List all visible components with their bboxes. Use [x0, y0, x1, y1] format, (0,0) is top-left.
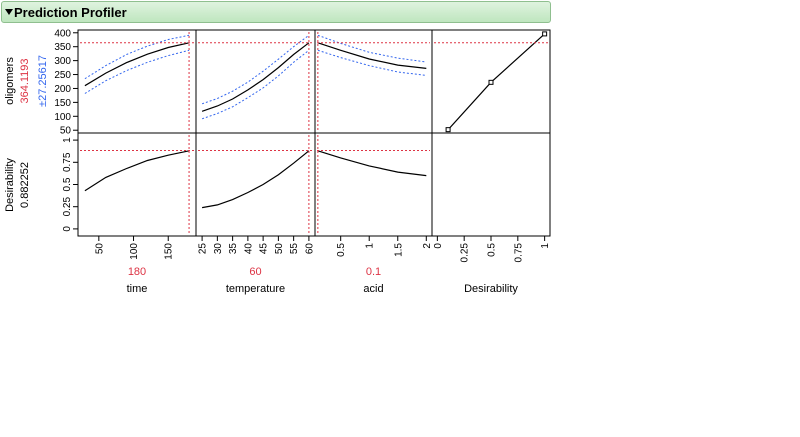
profile-panel-oligomers-desirability — [434, 31, 548, 133]
confidence-band-line — [201, 49, 310, 120]
desirability-handle[interactable] — [542, 31, 548, 37]
x-tick-label: 0.5 — [487, 243, 498, 257]
desirability-handle[interactable] — [488, 79, 494, 85]
factor-current-value[interactable]: 180 — [128, 266, 146, 278]
y-tick-label: 300 — [54, 56, 71, 67]
confidence-band-line — [201, 34, 310, 105]
profile-panel-desirability-temperature — [198, 135, 313, 234]
response-labels: oligomers 364.1193 ±27.25617 Desirability 0.… — [4, 55, 49, 212]
x-tick-label: 2 — [422, 243, 433, 249]
profile-panel-desirability-time — [80, 135, 194, 234]
profile-panel-oligomers-temperature — [198, 32, 313, 131]
x-tick-label: 1.5 — [393, 243, 404, 257]
factor-current-value[interactable]: 60 — [249, 266, 261, 278]
x-tick-label: 45 — [259, 243, 270, 255]
factor-name: time — [127, 283, 148, 295]
y-tick-label: 0.75 — [62, 152, 73, 172]
y-tick-label: 1 — [62, 137, 73, 143]
response-name: oligomers — [4, 57, 16, 105]
x-tick-label: 100 — [129, 243, 140, 260]
x-tick-label: 35 — [228, 243, 239, 255]
x-tick-label: 150 — [164, 243, 175, 260]
prediction-trace-line — [84, 150, 190, 192]
x-tick-label: 50 — [274, 243, 285, 255]
factor-name: Desirability — [464, 283, 518, 295]
factor-name: temperature — [226, 283, 285, 295]
prediction-trace-line — [317, 150, 427, 177]
x-axis-time: 50 100 150 — [94, 236, 175, 260]
confidence-band-line — [317, 49, 427, 76]
confidence-band-line — [84, 34, 190, 80]
x-axis-desirability: 0 0.25 0.5 0.75 1 — [433, 236, 551, 262]
profiler-title: Prediction Profiler — [14, 5, 127, 20]
desirability-handle[interactable] — [445, 127, 451, 133]
prediction-trace-line — [201, 42, 310, 112]
x-tick-label: 55 — [289, 243, 300, 255]
y-tick-label: 150 — [54, 98, 71, 109]
x-tick-label: 0.75 — [513, 243, 524, 263]
y-tick-label: 0.25 — [62, 197, 73, 217]
x-tick-label: 0 — [433, 243, 444, 249]
y-tick-label: 350 — [54, 42, 71, 53]
x-tick-label: 1 — [365, 243, 376, 249]
confidence-band-line — [84, 49, 190, 94]
x-axis-temperature: 25 30 35 40 45 50 55 60 — [198, 236, 315, 255]
x-tick-label: 0.25 — [460, 243, 471, 263]
collapse-triangle-icon[interactable] — [5, 9, 13, 15]
profile-panel-oligomers-acid — [317, 32, 430, 131]
desirability-row-value: 0.882252 — [19, 162, 31, 208]
prediction-trace-line — [201, 150, 310, 209]
profile-panel-oligomers-time — [80, 32, 194, 131]
factor-current-value[interactable]: 0.1 — [366, 266, 381, 278]
x-tick-label: 50 — [94, 243, 105, 255]
y-tick-label: 0 — [62, 226, 73, 232]
confidence-band-line — [317, 34, 427, 63]
profile-panel-desirability-acid — [317, 135, 430, 234]
desirability-row-name: Desirability — [4, 158, 16, 212]
x-tick-label: 40 — [243, 243, 254, 255]
x-tick-label: 0.5 — [336, 243, 347, 257]
x-axis-acid: 0.5 1 1.5 2 — [336, 236, 433, 257]
x-tick-label: 1 — [540, 243, 551, 249]
factor-labels: 180 time 60 temperature 0.1 acid Desirability — [127, 266, 519, 295]
y-axis-oligomers: 50 100 150 200 250 300 350 400 — [54, 28, 78, 137]
response-ci-value: ±27.25617 — [37, 55, 49, 107]
y-tick-label: 200 — [54, 84, 71, 95]
factor-name: acid — [363, 283, 383, 295]
y-tick-label: 400 — [54, 28, 71, 39]
prediction-trace-line — [84, 42, 190, 87]
y-tick-label: 50 — [60, 126, 72, 137]
y-axis-desirability: 0 0.25 0.5 0.75 1 — [62, 137, 78, 232]
profiler-header[interactable]: Prediction Profiler — [1, 1, 551, 23]
response-current-value: 364.1193 — [19, 58, 31, 103]
y-tick-label: 250 — [54, 70, 71, 81]
prediction-trace-line — [317, 42, 427, 69]
x-tick-label: 60 — [304, 243, 315, 255]
y-tick-label: 100 — [54, 112, 71, 123]
x-tick-label: 25 — [198, 243, 209, 255]
y-tick-label: 0.5 — [62, 177, 73, 191]
prediction-trace-line — [447, 33, 546, 131]
x-tick-label: 30 — [213, 243, 224, 255]
